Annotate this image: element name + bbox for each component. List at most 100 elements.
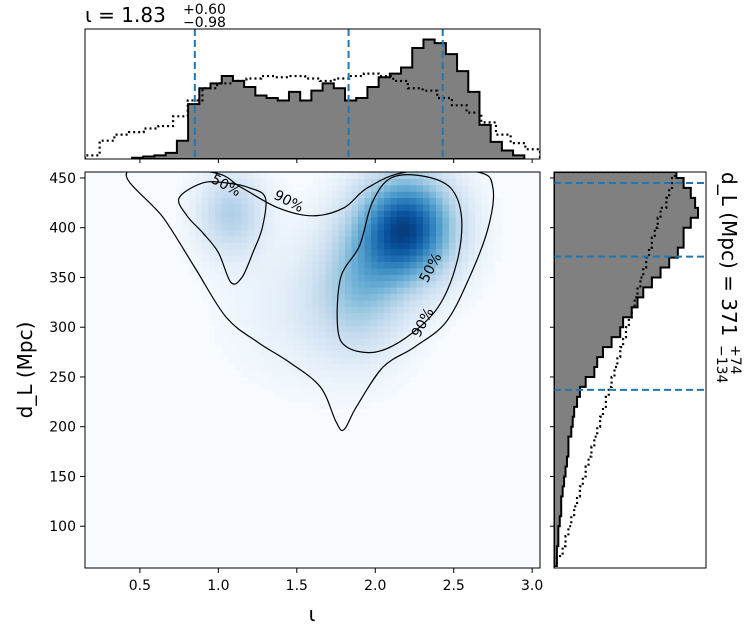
heatmap-cell — [455, 299, 463, 307]
heatmap-cell — [345, 382, 353, 390]
heatmap-cell — [221, 306, 229, 314]
heatmap-cell — [377, 210, 385, 218]
heatmap-cell — [247, 242, 255, 250]
heatmap-cell — [358, 255, 366, 263]
heatmap-cell — [202, 191, 210, 199]
heatmap-cell — [182, 235, 190, 243]
heatmap-cell — [319, 286, 327, 294]
heatmap-cell — [403, 338, 411, 346]
heatmap-cell — [267, 344, 275, 352]
heatmap-cell — [475, 203, 483, 211]
heatmap-cell — [364, 370, 372, 377]
heatmap-cell — [371, 210, 379, 218]
heatmap-cell — [228, 299, 236, 307]
heatmap-cell — [202, 235, 210, 243]
heatmap-cell — [228, 235, 236, 243]
heatmap-cell — [371, 299, 379, 307]
heatmap-cell — [319, 395, 327, 403]
heatmap-cell — [338, 191, 346, 199]
heatmap-cell — [189, 216, 197, 224]
heatmap-cell — [462, 242, 470, 250]
heatmap-cell — [182, 184, 190, 192]
heatmap-cell — [475, 178, 483, 186]
heatmap-cell — [364, 248, 372, 256]
heatmap-cell — [377, 389, 385, 397]
heatmap-cell — [299, 350, 307, 358]
heatmap-cell — [468, 255, 476, 263]
heatmap-cell — [351, 280, 359, 288]
heatmap-cell — [371, 389, 379, 397]
top-title: ι = 1.83 — [85, 3, 166, 27]
heatmap-cell — [293, 331, 301, 339]
heatmap-cell — [247, 363, 255, 371]
heatmap-cell — [494, 216, 502, 224]
heatmap-cell — [397, 203, 405, 211]
heatmap-cell — [273, 331, 281, 339]
heatmap-cell — [254, 286, 262, 294]
heatmap-cell — [260, 280, 268, 288]
heatmap-cell — [247, 280, 255, 288]
heatmap-cell — [416, 203, 424, 211]
heatmap-cell — [182, 197, 190, 205]
heatmap-cell — [176, 203, 184, 211]
heatmap-cell — [390, 344, 398, 352]
heatmap-cell — [442, 299, 450, 307]
heatmap-cell — [384, 178, 392, 186]
heatmap-cell — [228, 293, 236, 301]
heatmap-cell — [215, 261, 223, 269]
heatmap-cell — [423, 184, 431, 192]
heatmap-cell — [371, 261, 379, 269]
heatmap-cell — [345, 370, 353, 377]
heatmap-cell — [195, 274, 203, 282]
heatmap-cell — [293, 344, 301, 352]
heatmap-cell — [358, 299, 366, 307]
heatmap-cell — [221, 331, 229, 339]
heatmap-cell — [241, 248, 249, 256]
heatmap-cell — [286, 293, 294, 301]
heatmap-cell — [286, 242, 294, 250]
heatmap-cell — [332, 235, 340, 243]
heatmap-cell — [403, 235, 411, 243]
heatmap-cell — [228, 306, 236, 314]
heatmap-cell — [228, 242, 236, 250]
heatmap-cell — [234, 261, 242, 269]
heatmap-cell — [410, 350, 418, 358]
heatmap-cell — [423, 223, 431, 231]
heatmap-cell — [306, 235, 314, 243]
heatmap-cell — [371, 395, 379, 403]
heatmap-cell — [293, 280, 301, 288]
heatmap-cell — [332, 280, 340, 288]
heatmap-cell — [319, 338, 327, 346]
heatmap-cell — [416, 235, 424, 243]
heatmap-cell — [364, 229, 372, 237]
heatmap-cell — [455, 184, 463, 192]
heatmap-cell — [429, 223, 437, 231]
heatmap-cell — [293, 318, 301, 326]
heatmap-cell — [325, 376, 333, 384]
heatmap-cell — [202, 184, 210, 192]
heatmap-cell — [345, 395, 353, 403]
heatmap-cell — [364, 172, 372, 179]
heatmap-cell — [338, 216, 346, 224]
heatmap-cell — [345, 197, 353, 205]
heatmap-cell — [254, 255, 262, 263]
heatmap-cell — [241, 191, 249, 199]
heatmap-cell — [371, 216, 379, 224]
heatmap-cell — [208, 255, 216, 263]
heatmap-cell — [429, 280, 437, 288]
heatmap-cell — [436, 312, 444, 320]
heatmap-cell — [319, 229, 327, 237]
heatmap-cell — [332, 395, 340, 403]
heatmap-cell — [332, 203, 340, 211]
heatmap-cell — [397, 216, 405, 224]
heatmap-cell — [468, 191, 476, 199]
heatmap-cell — [364, 280, 372, 288]
heatmap-cell — [273, 172, 281, 179]
heatmap-cell — [280, 242, 288, 250]
heatmap-cell — [358, 191, 366, 199]
heatmap-cell — [273, 261, 281, 269]
heatmap-cell — [234, 350, 242, 358]
heatmap-cell — [488, 184, 496, 192]
heatmap-cell — [325, 306, 333, 314]
heatmap-cell — [241, 350, 249, 358]
